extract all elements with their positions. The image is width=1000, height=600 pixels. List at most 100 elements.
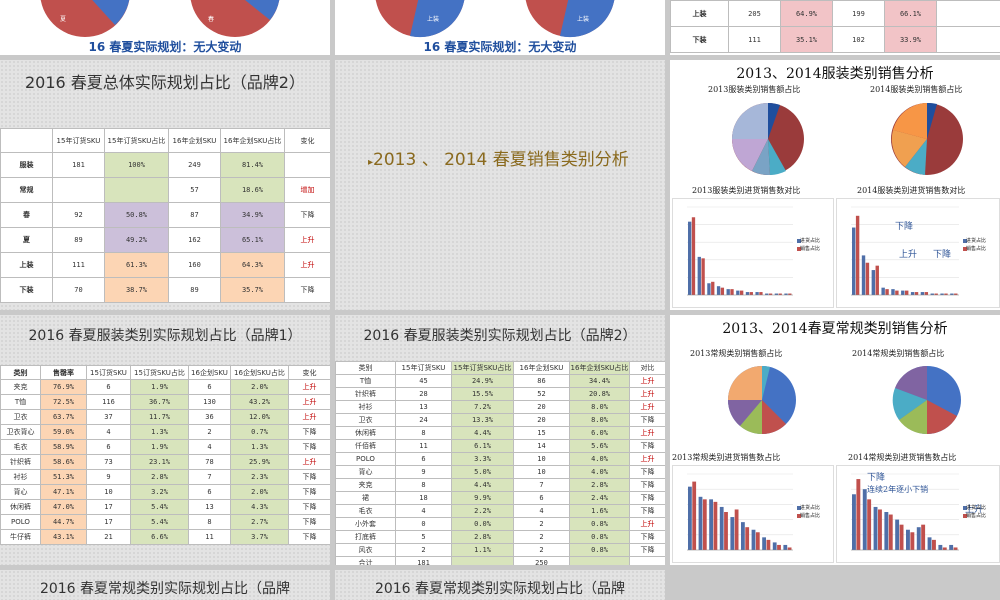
bar-purchase [762,537,766,550]
table-header: 15年订货SKU 15年订货SKU占比 16年企划SKU 16年企划SKU占比 … [0,128,330,153]
cell: 上升 [629,387,665,401]
cell: 0.0% [451,517,514,531]
bar-purchase [745,292,750,295]
cell: 36.7% [130,394,189,410]
plan-table: 15年订货SKU 15年订货SKU占比 16年企划SKU 16年企划SKU占比 … [0,128,330,303]
cell: 44.7% [40,514,87,530]
cell: 51.3% [40,469,87,485]
col-header: 对比 [629,361,665,375]
bar-sales [730,289,734,295]
legend-swatch [797,506,801,510]
bar-sales [914,292,919,295]
bar-sales [888,514,893,550]
bar-sales [944,293,948,295]
cell: 2.8% [130,469,189,485]
cell: 1.9% [130,439,189,455]
cell: 下降 [284,277,330,303]
bar-purchase [741,522,745,550]
cell: 4.4% [451,478,514,492]
cell: 下降 [629,504,665,518]
col-header: 15年订货SKU [395,361,452,375]
cell: 6 [513,491,570,505]
cell: 35.1% [780,26,833,53]
slide-11[interactable]: 2016 春夏常规类别实际规划占比（品牌 [335,570,665,600]
bar-purchase [873,506,878,550]
cell: 4 [86,424,131,440]
bar-sales [895,290,899,295]
table-row: 针织裤 28 15.5% 52 20.8% 上升 [335,387,665,401]
bar-sales [875,265,879,295]
summary-table: 上装 205 64.9% 199 66.1% 下装 111 35.1% 102 … [670,0,1000,53]
cell: 1.3% [230,439,289,455]
pie-label: 上装 [427,16,440,23]
bar-purchase [852,494,856,550]
slide-title: 2016 春夏常规类别实际规划占比（品牌 [374,581,626,597]
col-header: 16年企划SKU [513,361,570,375]
slide-caption: 16 春夏实际规划：无大变动 [423,40,577,54]
slide-1[interactable]: 夏 春 16 春夏实际规划：无大变动 [0,0,330,55]
chart-title: 2013服装类别销售额占比 [708,85,801,94]
bar-sales [865,262,870,295]
bar-sales [755,532,760,550]
cell: 89 [52,227,105,253]
cell: 背心 [0,484,41,500]
bar-purchase [730,517,735,550]
bar-purchase [736,290,740,295]
cell: 45 [395,374,452,388]
cell: 13 [188,499,231,515]
bar-sales [924,292,929,295]
cell: 2.7% [230,514,289,530]
chart-title: 2013常规类别进货销售数占比 [672,453,781,462]
cell: 卫衣 [0,409,41,425]
slide-title: 2016 春夏总体实际规划占比（品牌2） [25,73,305,92]
slide-7[interactable]: 2016 春夏服装类别实际规划占比（品牌1） 类别 售罄率 15订货SKU 15… [0,315,330,565]
cell: 5.6% [569,439,630,453]
cell: 43.1% [40,529,87,545]
bar-purchase [938,544,943,550]
slide-10[interactable]: 2016 春夏常规类别实际规划占比（品牌 [0,570,330,600]
cell: 205 [728,0,781,27]
cell: 卫衣 [335,413,396,427]
table-row: 卫衣背心 59.0% 4 1.3% 2 0.7% 下降 [0,424,330,440]
legend-swatch [797,239,801,243]
table-row: 春 92 50.8% 87 34.9% 下降 [0,202,330,228]
cell: 78 [188,454,231,470]
slide-6[interactable]: 2013、2014服装类别销售分析 2013服装类别销售额占比 2014服装类别… [670,60,1000,310]
bar-purchase [726,289,730,295]
slide-8[interactable]: 2016 春夏服装类别实际规划占比（品牌2） 类别 15年订货SKU 15年订货… [335,315,665,565]
bar-purchase [930,293,934,295]
cell: 111 [52,252,105,278]
cell: 162 [168,227,221,253]
cell: 34.9% [220,202,285,228]
cell: 63.7% [40,409,87,425]
cell: 3.3% [451,452,514,466]
cell: 18.6% [220,177,285,203]
chart-title: 2014常规类别进货销售数占比 [848,453,957,462]
col-header: 变化 [284,128,330,153]
cell: 20 [513,413,570,427]
col-header: 售罄率 [40,365,87,380]
cell: 7.2% [451,400,514,414]
slide-5[interactable] [335,60,665,310]
cell: 8.0% [569,413,630,427]
bar-purchase [861,255,866,295]
bar-sales [702,499,707,550]
cell: 6.6% [130,529,189,545]
cell: 11 [188,529,231,545]
cell: 38.7% [104,277,169,303]
slide-3[interactable]: 上装 205 64.9% 199 66.1% 下装 111 35.1% 102 … [670,0,1000,55]
slide-4[interactable]: 2016 春夏总体实际规划占比（品牌2） 15年订货SKU 15年订货SKU占比… [0,60,330,310]
bar-purchase [697,256,701,295]
cell: 小外套 [335,517,396,531]
slide-2[interactable]: 上装 上装 16 春夏实际规划：无大变动 [335,0,665,55]
cell: 6 [188,484,231,500]
bar-purchase [707,283,711,295]
bar-purchase [698,496,703,550]
bar-chart-2014: 下降 上升 下降 进货占比 销售占比 [836,198,1000,308]
cell: 上装 [0,252,53,278]
bar-purchase [765,293,769,295]
table-row: 下装 111 35.1% 102 33.9% [670,26,1000,53]
bar-purchase [895,519,900,550]
chart-title: 2013常规类别销售额占比 [690,349,783,358]
slide-9[interactable]: 2013、2014春夏常规类别销售分析 2013常规类别销售额占比 2014常规… [670,315,1000,565]
